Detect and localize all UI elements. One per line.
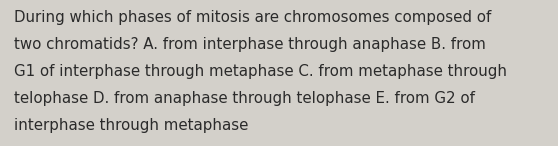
Text: telophase D. from anaphase through telophase E. from G2 of: telophase D. from anaphase through telop… bbox=[14, 91, 475, 106]
Text: During which phases of mitosis are chromosomes composed of: During which phases of mitosis are chrom… bbox=[14, 10, 492, 25]
Text: interphase through metaphase: interphase through metaphase bbox=[14, 118, 248, 133]
Text: two chromatids? A. from interphase through anaphase B. from: two chromatids? A. from interphase throu… bbox=[14, 37, 486, 52]
Text: G1 of interphase through metaphase C. from metaphase through: G1 of interphase through metaphase C. fr… bbox=[14, 64, 507, 79]
